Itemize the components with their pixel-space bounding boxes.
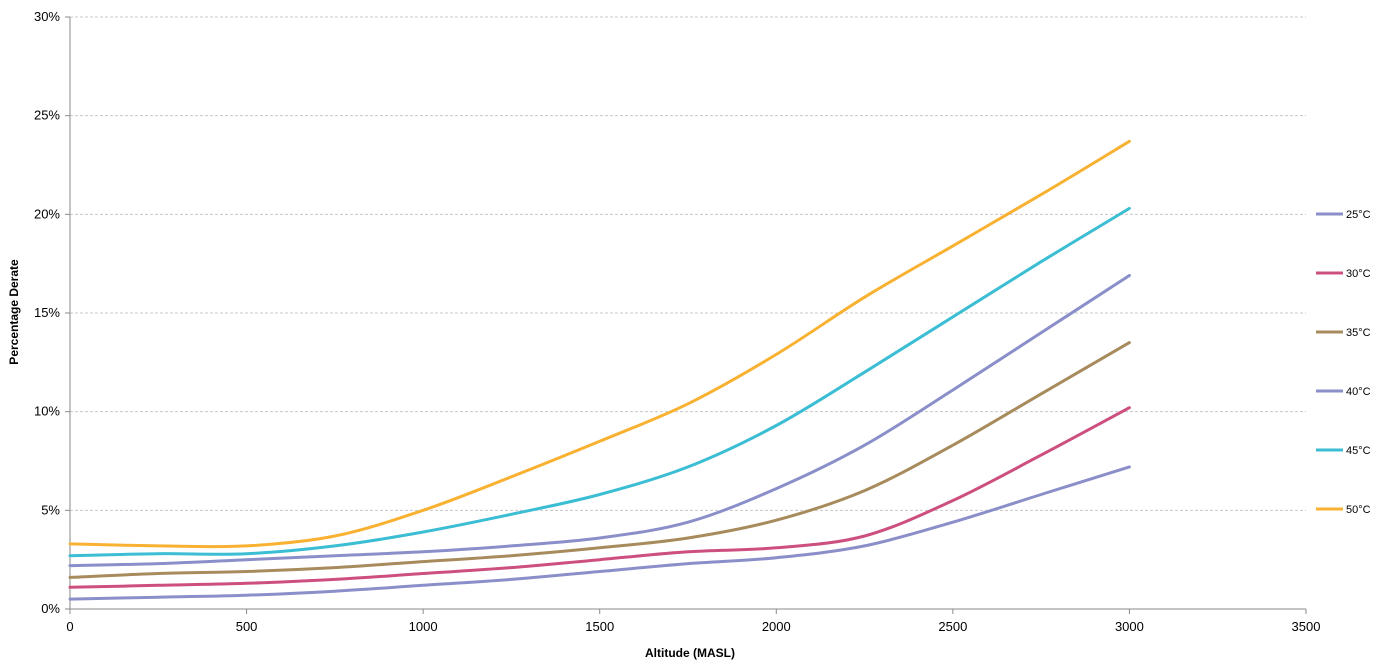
legend-label: 45°C [1346, 445, 1371, 457]
series-line-6 [68, 139, 1131, 549]
series-lines [68, 139, 1131, 601]
x-tick-label: 3000 [1115, 619, 1144, 634]
y-tick-label: 20% [34, 206, 60, 221]
series-line-5 [68, 206, 1131, 558]
x-tick-label: 1500 [585, 619, 614, 634]
legend-label: 50°C [1346, 504, 1371, 516]
legend-label: 40°C [1346, 386, 1371, 398]
legend: 25°C 30°C 35°C 40°C 45°C 50°C [1316, 209, 1371, 516]
x-tick-label: 2000 [762, 619, 791, 634]
y-tick-label: 30% [34, 9, 60, 24]
axes [65, 16, 1307, 614]
y-tick-label: 5% [41, 502, 60, 517]
y-tick-label: 25% [34, 108, 60, 123]
legend-label: 25°C [1346, 209, 1371, 221]
y-tick-label: 0% [41, 601, 60, 616]
x-axis-title: Altitude (MASL) [645, 646, 735, 660]
series-line-3 [68, 341, 1131, 579]
series-line-1 [68, 465, 1131, 601]
series-line-4 [68, 274, 1131, 568]
x-tick-label: 3500 [1292, 619, 1321, 634]
y-axis-title: Percentage Derate [7, 259, 21, 365]
legend-label: 30°C [1346, 268, 1371, 280]
x-tick-label: 2500 [938, 619, 967, 634]
grid-lines [70, 16, 1306, 511]
tick-labels: 0% 5% 10% 15% 20% 25% 30% 0 500 1000 1500 2000 2500 3… [34, 9, 1320, 634]
series-line-2 [68, 406, 1131, 589]
x-tick-label: 500 [236, 619, 258, 634]
legend-label: 35°C [1346, 327, 1371, 339]
y-tick-label: 10% [34, 404, 60, 419]
x-tick-label: 0 [66, 619, 73, 634]
x-tick-label: 1000 [409, 619, 438, 634]
y-tick-label: 15% [34, 305, 60, 320]
